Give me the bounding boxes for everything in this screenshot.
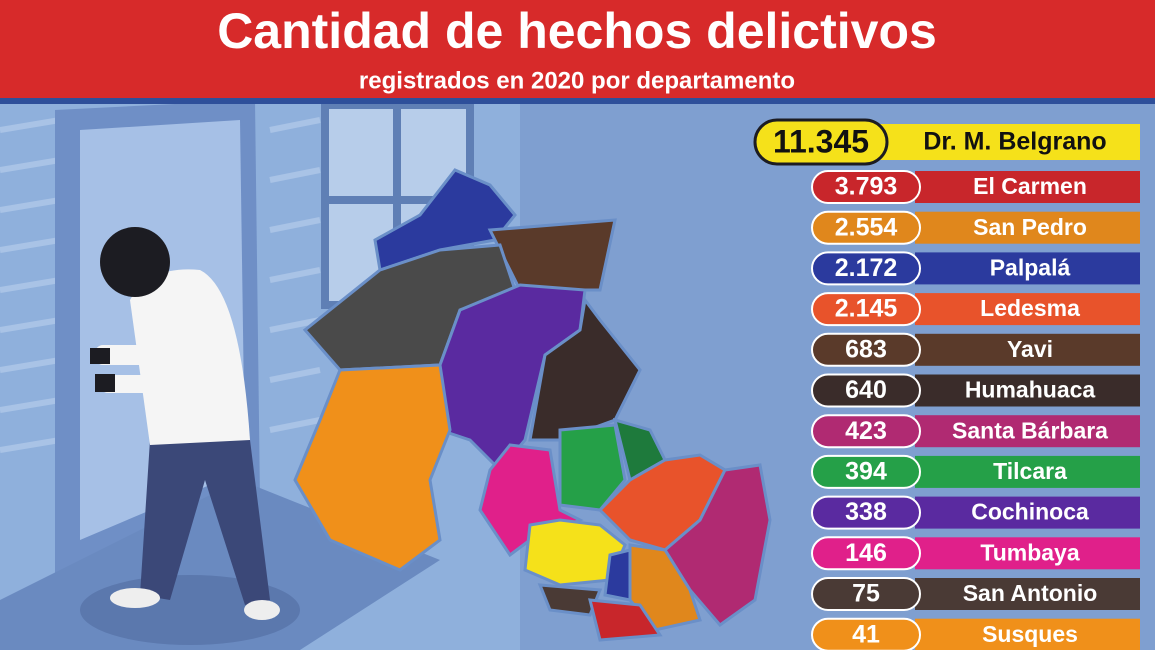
name: Tilcara — [993, 458, 1067, 484]
name-box — [915, 333, 1140, 366]
name: Ledesma — [980, 295, 1080, 321]
name: Tumbaya — [980, 539, 1079, 565]
name-box — [915, 578, 1140, 610]
value-pill — [811, 292, 921, 327]
value: 2.554 — [835, 213, 898, 241]
value: 41 — [852, 620, 880, 648]
name-box — [915, 374, 1140, 407]
name: Dr. M. Belgrano — [923, 128, 1106, 156]
value: 146 — [845, 539, 887, 567]
title: Cantidad de hechos delictivos — [217, 3, 937, 59]
value-pill — [811, 536, 921, 571]
value-pill — [753, 118, 889, 166]
value-pill — [811, 577, 921, 611]
value-pill — [811, 170, 921, 204]
value-pill — [811, 454, 921, 489]
value: 11.345 — [773, 123, 869, 159]
value: 2.172 — [835, 254, 898, 282]
name-box — [915, 252, 1140, 285]
value: 2.145 — [835, 295, 898, 323]
subtitle: registrados en 2020 por departamento — [359, 67, 795, 94]
name: Cochinoca — [971, 499, 1089, 525]
name: Yavi — [1007, 336, 1053, 362]
value: 3.793 — [835, 173, 898, 201]
name-box — [915, 293, 1140, 326]
name-box — [915, 537, 1140, 570]
name-box — [915, 211, 1140, 244]
name: El Carmen — [973, 173, 1087, 199]
name: Santa Bárbara — [952, 417, 1108, 443]
header-band — [0, 0, 1155, 100]
name-box — [870, 124, 1140, 160]
name-box — [915, 415, 1140, 448]
value-pill — [811, 332, 921, 367]
value-pill — [811, 495, 921, 530]
value: 75 — [852, 580, 880, 608]
wall-slats — [0, 117, 321, 453]
name-box — [915, 171, 1140, 203]
name: Palpalá — [990, 254, 1071, 280]
value-pill — [811, 251, 921, 286]
value: 423 — [845, 417, 887, 445]
value-pill — [811, 373, 921, 408]
name-box — [915, 618, 1140, 651]
value: 338 — [845, 498, 887, 526]
burglar — [90, 227, 280, 620]
ranking-list: 11.345 Dr. M. Belgrano 3.793 El Carmen 2.554… — [753, 118, 1140, 652]
value: 683 — [845, 335, 887, 363]
name: San Antonio — [963, 580, 1098, 606]
name-box — [915, 455, 1140, 488]
value: 394 — [845, 458, 887, 486]
name-box — [915, 496, 1140, 529]
name: San Pedro — [973, 214, 1087, 240]
value: 640 — [845, 376, 887, 404]
name: Susques — [982, 621, 1078, 647]
value-pill — [811, 210, 921, 245]
value-pill — [811, 414, 921, 449]
map — [293, 168, 772, 642]
header-rule — [0, 98, 1155, 104]
name: Humahuaca — [965, 377, 1096, 403]
